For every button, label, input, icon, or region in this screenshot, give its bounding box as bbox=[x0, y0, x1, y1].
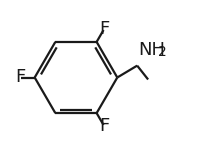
Text: F: F bbox=[15, 69, 25, 86]
Text: F: F bbox=[99, 20, 109, 38]
Text: 2: 2 bbox=[158, 45, 166, 59]
Text: NH: NH bbox=[138, 41, 165, 59]
Text: F: F bbox=[99, 117, 109, 135]
